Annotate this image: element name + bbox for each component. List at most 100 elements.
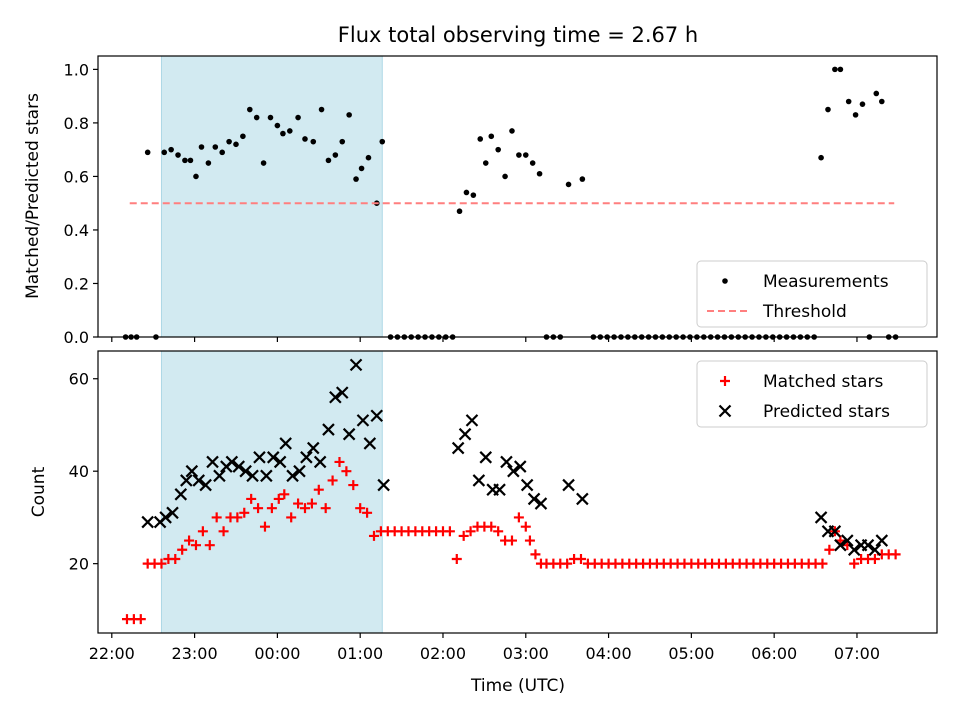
predicted-star-point — [322, 423, 335, 436]
legend-label: Threshold — [762, 302, 847, 322]
bottom-panel: 20 40 60 22:00 23:00 00:00 01:00 02:00 03:00 04:0… — [29, 350, 938, 696]
x-tick-label: 06:00 — [751, 644, 797, 663]
matched-star-point — [493, 526, 504, 537]
matched-star-point — [197, 526, 208, 537]
matched-star-point — [465, 526, 476, 537]
predicted-star-point — [192, 474, 206, 487]
matched-star-point — [327, 475, 338, 486]
x-tick-label: 22:00 — [89, 644, 135, 663]
measurement-point — [295, 114, 301, 121]
matched-star-point — [177, 544, 188, 555]
predicted-star-point — [286, 469, 299, 483]
measurement-point — [175, 152, 181, 158]
measurement-point — [226, 138, 232, 145]
matched-star-point — [334, 456, 345, 467]
matched-star-point — [562, 558, 573, 569]
measurement-point — [187, 157, 194, 164]
predicted-star-point — [500, 455, 513, 469]
measurement-point — [253, 114, 260, 121]
matched-star-point — [170, 554, 181, 565]
predicted-star-point — [260, 469, 273, 483]
matched-star-point — [286, 512, 297, 523]
measurement-point — [825, 106, 831, 113]
predicted-star-point — [814, 511, 828, 524]
matched-star-point — [156, 558, 167, 569]
predicted-star-point — [451, 441, 465, 455]
x-tick-label: 02:00 — [420, 644, 466, 663]
figure-title: Flux total observing time = 2.67 h — [338, 23, 698, 47]
matched-star-point — [218, 526, 229, 537]
measurement-point — [219, 149, 225, 156]
legend-matched-swatch — [720, 376, 730, 386]
measurement-point — [161, 149, 168, 156]
measurement-point — [477, 136, 484, 142]
x-tick-label: 03:00 — [503, 644, 549, 663]
measurement-point — [522, 152, 529, 158]
legend-box — [696, 260, 928, 328]
predicted-star-point — [828, 525, 842, 538]
matched-star-point — [362, 507, 373, 518]
matched-star-point — [506, 535, 517, 546]
predicted-star-point — [174, 488, 188, 501]
x-tick-label: 01:00 — [337, 644, 383, 663]
predicted-star-point — [185, 464, 199, 478]
predicted-star-point — [342, 427, 356, 441]
measurement-point — [502, 173, 508, 180]
measurement-point — [859, 101, 866, 107]
measurement-point — [260, 160, 267, 166]
measurement-point — [325, 157, 332, 164]
measurement-point — [482, 160, 489, 166]
measurement-point — [536, 170, 543, 177]
predicted-star-point — [465, 414, 479, 427]
measurement-point — [182, 157, 188, 164]
measurement-point — [845, 98, 852, 105]
predicted-star-point — [239, 464, 252, 478]
matched-star-point — [279, 489, 290, 500]
predicted-star-point — [458, 427, 472, 441]
measurement-point — [463, 189, 470, 196]
matched-star-point — [444, 526, 455, 537]
legend-measurement-swatch — [722, 278, 728, 284]
matched-star-point — [239, 507, 250, 518]
measurement-point — [818, 154, 824, 161]
predicted-star-point — [349, 358, 363, 372]
matched-star-point — [266, 503, 277, 514]
y-tick-label: 40 — [69, 462, 89, 481]
measurement-point — [509, 128, 515, 134]
matched-star-point — [530, 549, 541, 560]
x-tick-label: 23:00 — [172, 644, 218, 663]
measurement-point — [212, 144, 219, 150]
bottom-panel-ylabel: Count — [29, 466, 49, 517]
predicted-star-point — [253, 451, 266, 464]
predicted-star-point — [520, 478, 534, 492]
legend-predicted-swatch — [718, 404, 732, 418]
matched-star-point — [869, 554, 880, 565]
predicted-star-point — [527, 492, 541, 506]
predicted-star-point — [513, 460, 527, 473]
predicted-star-point — [266, 451, 280, 464]
predicted-star-point — [847, 543, 861, 557]
predicted-star-point — [479, 451, 493, 464]
predicted-star-point — [199, 478, 212, 492]
measurement-point — [287, 128, 293, 134]
predicted-star-point — [159, 511, 172, 524]
y-tick-label: 0.4 — [64, 221, 89, 240]
x-tick-label: 07:00 — [834, 644, 880, 663]
matched-star-point — [520, 521, 531, 532]
measurement-point — [310, 138, 317, 145]
matched-star-point — [273, 493, 284, 504]
matched-star-point — [313, 484, 324, 495]
predicted-star-point — [279, 437, 292, 450]
predicted-star-point — [306, 441, 320, 455]
measurement-point — [879, 98, 885, 105]
matched-star-point — [232, 512, 243, 523]
matched-star-point — [320, 503, 331, 514]
measurement-point — [198, 144, 205, 150]
predicted-star-point — [562, 478, 575, 492]
measurement-point — [144, 149, 151, 156]
measurement-point — [274, 122, 281, 129]
predicted-star-point — [313, 455, 327, 469]
predicted-star-point — [834, 538, 847, 552]
